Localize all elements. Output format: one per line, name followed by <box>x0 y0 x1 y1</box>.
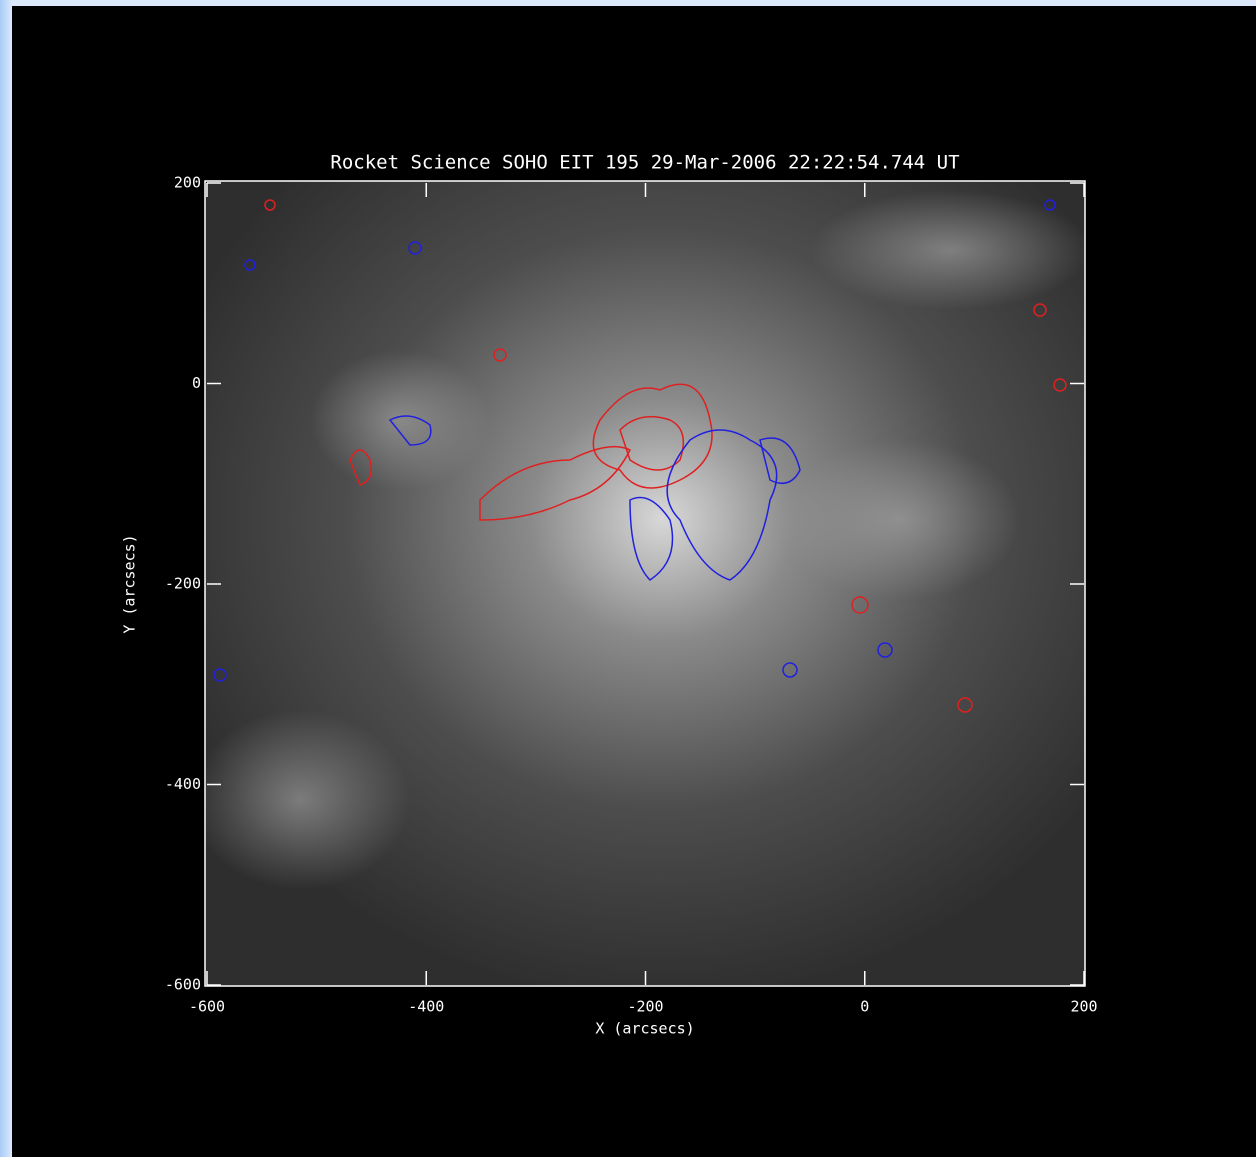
x-tick-label: 200 <box>1070 998 1097 1016</box>
x-tick-label: -600 <box>189 998 225 1016</box>
chart-title: Rocket Science SOHO EIT 195 29-Mar-2006 … <box>330 152 959 174</box>
x-tick-label: -200 <box>627 998 663 1016</box>
x-tick-label: -400 <box>408 998 444 1016</box>
y-tick-label: 0 <box>192 374 201 392</box>
y-tick-label: -400 <box>165 775 201 793</box>
figure: Rocket Science SOHO EIT 195 29-Mar-2006 … <box>0 0 1256 1157</box>
y-axis-label: Y (arcsecs) <box>121 534 139 633</box>
y-tick-label: -600 <box>165 976 201 994</box>
page: {"chart_data": {"type": "image", "title"… <box>0 0 1256 1157</box>
x-tick-label: 0 <box>860 998 869 1016</box>
y-tick-label: -200 <box>165 575 201 593</box>
y-tick-label: 200 <box>174 174 201 192</box>
x-axis-label: X (arcsecs) <box>595 1020 694 1038</box>
solar-image <box>190 181 1090 986</box>
